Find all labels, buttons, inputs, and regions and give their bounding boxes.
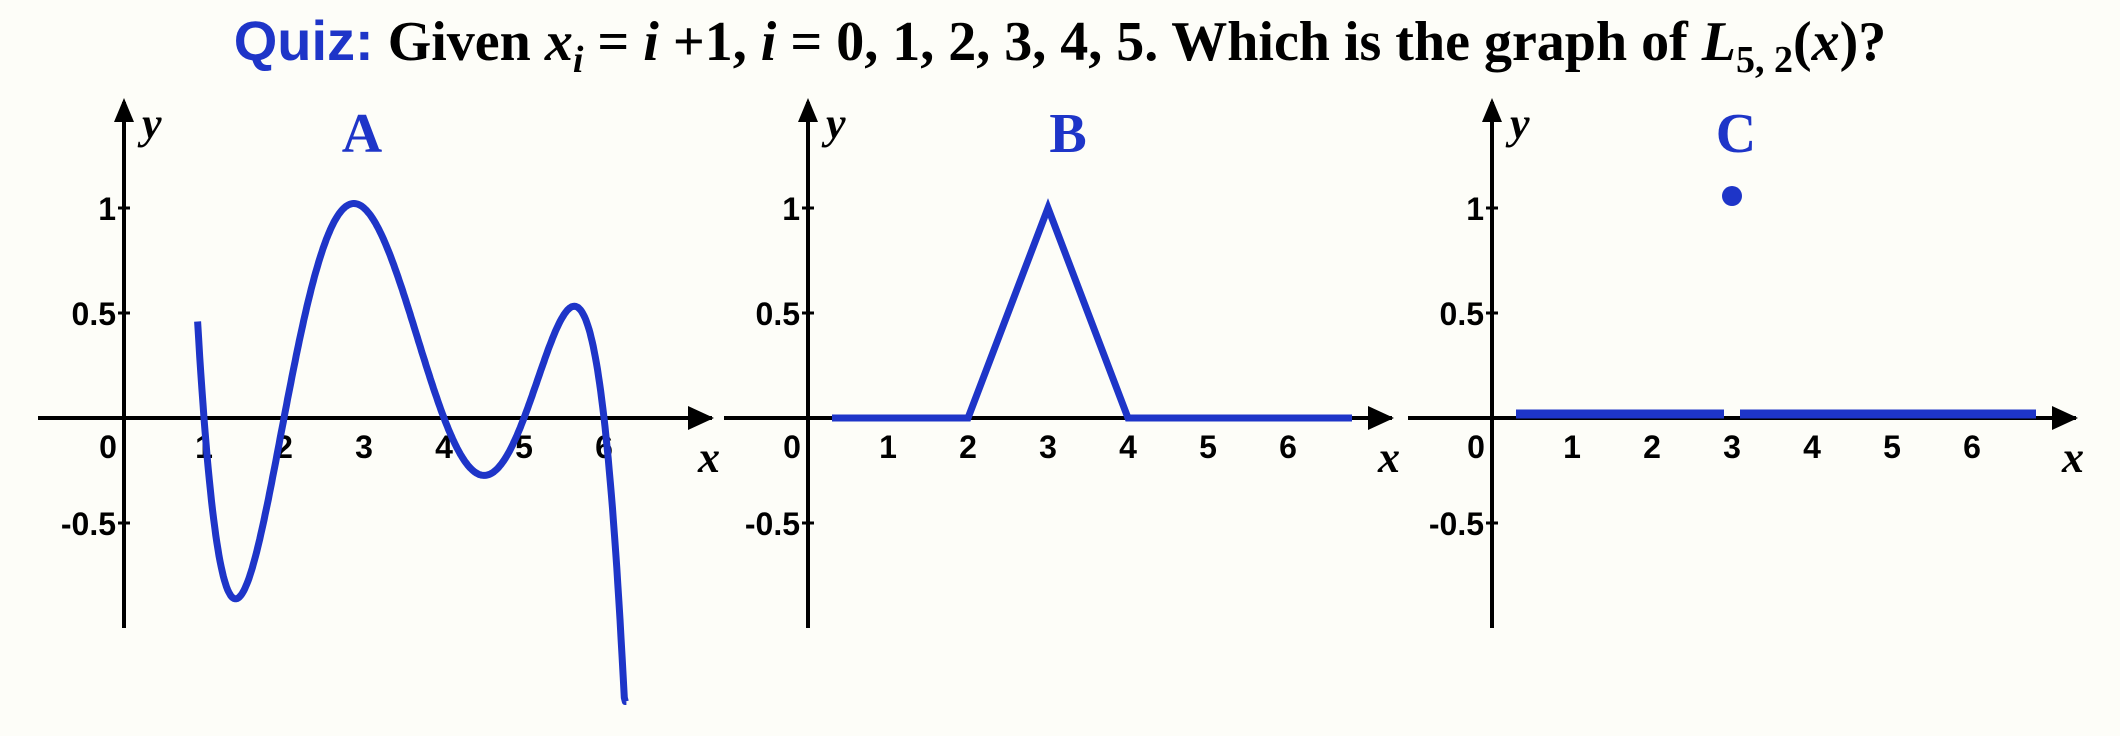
title-values: = 0, 1, 2, 3, 4, 5. Which is the graph o…: [776, 11, 1702, 73]
x-tick-label: 1: [1563, 429, 1581, 465]
x-tick-label: 4: [1119, 429, 1137, 465]
x-tick-label: 3: [1723, 429, 1741, 465]
y-axis-label: y: [137, 99, 162, 148]
y-axis-arrow: [114, 98, 134, 122]
panel-label: B: [1049, 103, 1086, 165]
panel-label: A: [342, 103, 383, 165]
title-L-subscript: 5, 2: [1735, 39, 1793, 81]
panel-label: C: [1716, 103, 1756, 165]
title-given: Given: [387, 11, 531, 73]
x-axis-label: x: [2061, 433, 2084, 482]
quiz-title: Quiz: Given xi = i +1, i = 0, 1, 2, 3, 4…: [0, 8, 2120, 88]
x-axis-arrow: [1368, 406, 1394, 430]
series-line: [832, 198, 1352, 422]
y-axis-arrow: [1482, 98, 1502, 122]
title-L: L: [1701, 11, 1736, 73]
title-equals: =: [583, 11, 644, 73]
title-x: x: [544, 11, 573, 73]
x-tick-label: 2: [1643, 429, 1661, 465]
y-tick-label: 1: [98, 191, 116, 227]
y-tick-label: 1: [782, 191, 800, 227]
x-tick-origin: 0: [1467, 429, 1485, 465]
y-tick-label: 0.5: [756, 296, 800, 332]
title-open-paren: (: [1792, 11, 1812, 73]
x-tick-label: 6: [1963, 429, 1981, 465]
y-tick-label: 1: [1466, 191, 1484, 227]
y-tick-label: 0.5: [72, 296, 116, 332]
title-x-subscript: i: [572, 39, 584, 81]
y-tick-label: -0.5: [1429, 506, 1484, 542]
y-axis-arrow: [798, 98, 818, 122]
y-axis-label: y: [1505, 99, 1530, 148]
x-axis-label: x: [697, 433, 720, 482]
x-tick-label: 5: [1883, 429, 1901, 465]
x-axis-arrow: [2052, 406, 2078, 430]
quiz-label: Quiz:: [233, 9, 374, 72]
title-plus-one: +1,: [658, 11, 761, 73]
title-x-arg: x: [1811, 11, 1840, 73]
graph-panel-c: x y C 1 0.5 -0.5 1 2 3 4 5 6 0: [1408, 98, 2084, 628]
data-point: [1722, 186, 1742, 206]
x-tick-label: 4: [1803, 429, 1821, 465]
title-i-index: i: [760, 11, 777, 73]
series-line: [194, 200, 629, 705]
x-tick-label: 1: [879, 429, 897, 465]
x-tick-label: 3: [1039, 429, 1057, 465]
y-tick-label: 0.5: [1440, 296, 1484, 332]
graph-panel-a: xy A10.5-0.50 1 2 3 4 5 6: [38, 98, 720, 705]
x-axis-label: x: [1377, 433, 1400, 482]
y-tick-label: -0.5: [61, 506, 116, 542]
y-axis-label: y: [821, 99, 846, 148]
x-tick-label: 2: [959, 429, 977, 465]
x-tick-label: 0: [99, 429, 117, 465]
title-i: i: [643, 11, 659, 73]
x-tick-label: 5: [1199, 429, 1217, 465]
x-axis-arrow: [688, 406, 714, 430]
y-tick-label: -0.5: [745, 506, 800, 542]
x-tick-label: 3: [355, 429, 373, 465]
x-tick-label: 6: [1279, 429, 1297, 465]
x-tick-origin: 0: [783, 429, 801, 465]
title-close-question: )?: [1839, 11, 1887, 73]
graph-panel-b: x y B 1 0.5 -0.5 1 2 3 4 5 6 0: [724, 98, 1400, 628]
